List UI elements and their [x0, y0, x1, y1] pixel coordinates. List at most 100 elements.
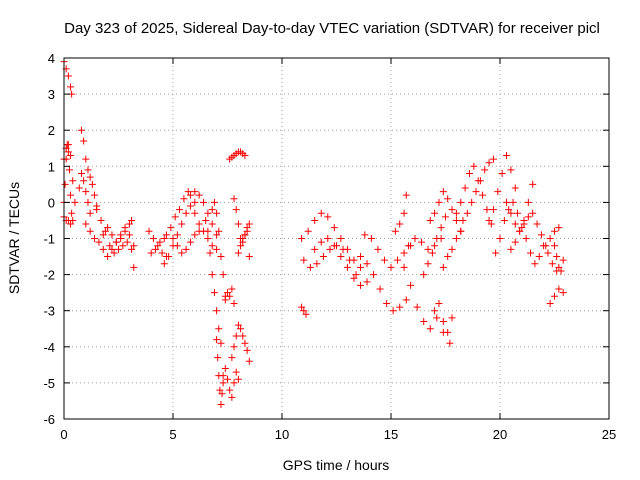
data-point: [119, 242, 127, 250]
data-point: [343, 263, 351, 271]
data-point: [217, 339, 225, 347]
data-point: [337, 253, 345, 261]
data-point: [524, 198, 532, 206]
data-point: [431, 307, 439, 315]
data-point: [396, 303, 404, 311]
data-point: [300, 307, 308, 315]
data-point: [551, 242, 558, 250]
data-point: [507, 245, 515, 253]
data-point: [234, 321, 242, 329]
data-point: [420, 318, 428, 326]
data-point: [391, 227, 399, 235]
data-point: [367, 235, 375, 242]
data-point: [317, 209, 325, 217]
data-point: [213, 209, 221, 217]
data-point: [186, 238, 194, 246]
data-point: [431, 242, 439, 250]
data-point: [237, 325, 245, 333]
y-tick-label: -6: [43, 412, 55, 427]
data-point: [531, 260, 539, 268]
data-point: [557, 267, 565, 275]
data-point: [67, 191, 75, 199]
data-point: [226, 292, 234, 300]
data-point: [529, 209, 537, 217]
data-point: [330, 224, 338, 232]
data-point: [234, 220, 242, 228]
data-point: [80, 177, 88, 185]
data-point: [346, 256, 354, 264]
data-point: [219, 372, 227, 380]
data-point: [503, 198, 511, 206]
data-point: [173, 231, 181, 239]
data-point: [555, 224, 563, 232]
data-point: [82, 220, 90, 228]
data-point: [104, 224, 112, 232]
data-point: [186, 191, 194, 199]
data-point: [195, 220, 203, 228]
y-tick-label: 3: [48, 87, 55, 102]
data-point: [300, 256, 308, 264]
data-point: [481, 166, 489, 174]
data-point: [551, 227, 558, 235]
data-point: [217, 401, 225, 409]
data-point: [69, 177, 77, 185]
data-point: [509, 198, 517, 206]
data-point: [219, 379, 227, 387]
data-point: [77, 170, 85, 178]
data-point: [65, 166, 73, 174]
data-point: [339, 245, 347, 253]
data-point: [468, 198, 476, 206]
data-point: [396, 220, 404, 228]
data-point: [67, 151, 75, 159]
data-point: [191, 231, 199, 239]
data-point: [524, 213, 532, 221]
data-point: [452, 216, 460, 224]
data-point: [180, 195, 188, 203]
data-point: [533, 220, 541, 228]
data-point: [518, 224, 526, 232]
data-point: [80, 137, 88, 145]
data-point: [230, 299, 238, 307]
data-point: [71, 198, 79, 206]
data-point: [324, 235, 332, 242]
data-point: [95, 238, 103, 246]
data-point: [431, 209, 439, 217]
data-point: [191, 198, 199, 206]
data-point: [426, 325, 434, 333]
data-point: [400, 249, 408, 257]
y-tick-label: -1: [43, 232, 55, 247]
data-point: [559, 289, 567, 297]
data-point: [400, 263, 408, 271]
data-point: [160, 260, 168, 268]
data-point: [437, 224, 445, 232]
data-point: [326, 245, 334, 253]
data-point: [311, 216, 319, 224]
data-point: [64, 72, 72, 80]
x-tick-label: 10: [275, 427, 289, 442]
y-axis-label: SDTVAR / TECUs: [6, 182, 22, 294]
y-tick-label: -2: [43, 268, 55, 283]
data-point: [208, 271, 216, 279]
data-point: [302, 310, 310, 318]
data-point: [167, 224, 175, 232]
data-point: [228, 285, 236, 293]
data-point: [448, 245, 456, 253]
data-point: [363, 260, 371, 268]
data-point: [245, 220, 253, 228]
data-point: [476, 177, 484, 185]
data-point: [356, 253, 364, 261]
data-point: [162, 231, 170, 239]
data-point: [204, 235, 212, 242]
data-point: [505, 206, 513, 214]
data-point: [361, 231, 369, 239]
data-point: [439, 188, 447, 196]
data-point: [108, 231, 116, 239]
data-point: [452, 209, 460, 217]
data-point: [208, 206, 216, 214]
data-point: [511, 238, 519, 246]
data-point: [64, 141, 72, 149]
data-point: [154, 242, 162, 250]
data-point: [64, 148, 72, 156]
data-point: [404, 242, 412, 250]
